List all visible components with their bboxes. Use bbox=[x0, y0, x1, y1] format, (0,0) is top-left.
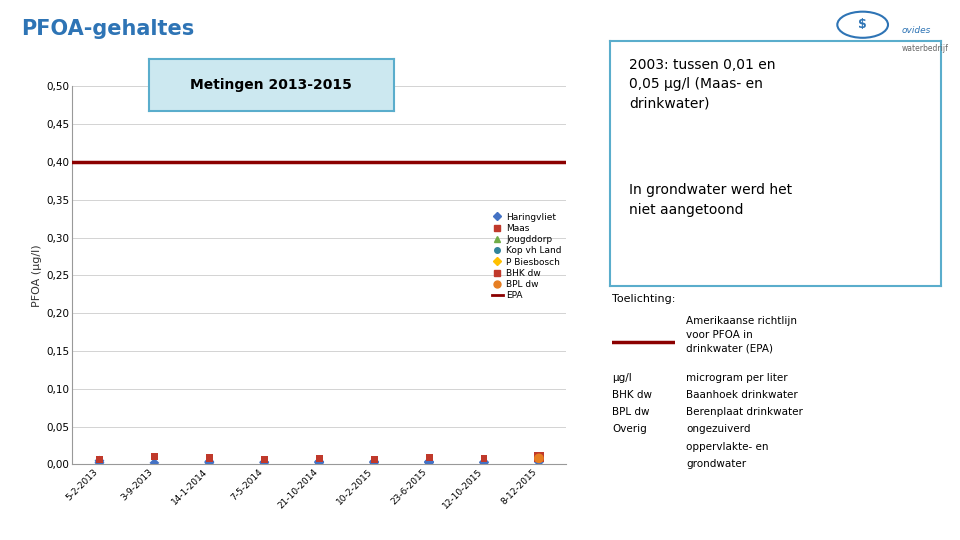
Text: grondwater: grondwater bbox=[686, 459, 747, 469]
Point bbox=[202, 454, 217, 463]
Point bbox=[256, 455, 272, 463]
Text: Metingen 2013-2015: Metingen 2013-2015 bbox=[190, 78, 352, 92]
Text: Baanhoek drinkwater: Baanhoek drinkwater bbox=[686, 390, 798, 400]
Text: PFOA-gehaltes: PFOA-gehaltes bbox=[21, 19, 194, 39]
Point bbox=[92, 458, 108, 467]
Point bbox=[476, 454, 492, 463]
Point bbox=[311, 458, 326, 467]
Point bbox=[367, 458, 382, 467]
Point bbox=[421, 458, 437, 467]
Point bbox=[256, 458, 272, 467]
Point bbox=[421, 458, 437, 467]
Point bbox=[531, 453, 546, 461]
Text: µg/l: µg/l bbox=[612, 373, 633, 383]
Point bbox=[147, 453, 162, 461]
Point bbox=[367, 458, 382, 467]
Point bbox=[311, 454, 326, 463]
Text: Berenplaat drinkwater: Berenplaat drinkwater bbox=[686, 407, 804, 417]
Point bbox=[367, 458, 382, 467]
Point bbox=[256, 458, 272, 467]
Point bbox=[421, 457, 437, 465]
Point bbox=[367, 455, 382, 463]
Point bbox=[311, 458, 326, 467]
Text: Overig: Overig bbox=[612, 424, 647, 435]
Point bbox=[531, 458, 546, 467]
Point bbox=[92, 455, 108, 463]
Point bbox=[147, 458, 162, 467]
Text: ongezuiverd: ongezuiverd bbox=[686, 424, 751, 435]
Y-axis label: PFOA (µg/l): PFOA (µg/l) bbox=[32, 244, 42, 307]
Point bbox=[202, 458, 217, 467]
Text: oppervlakte- en: oppervlakte- en bbox=[686, 442, 769, 452]
Text: 2003: tussen 0,01 en
0,05 µg/l (Maas- en
drinkwater): 2003: tussen 0,01 en 0,05 µg/l (Maas- en… bbox=[630, 58, 776, 111]
Text: $: $ bbox=[858, 18, 867, 31]
Point bbox=[202, 457, 217, 465]
Text: In grondwater werd het
niet aangetoond: In grondwater werd het niet aangetoond bbox=[630, 183, 793, 217]
Point bbox=[311, 458, 326, 467]
Point bbox=[531, 457, 546, 465]
Point bbox=[92, 456, 108, 465]
Text: Toelichting:: Toelichting: bbox=[612, 294, 676, 305]
Point bbox=[531, 453, 546, 461]
Point bbox=[421, 458, 437, 467]
Point bbox=[311, 457, 326, 465]
Text: 2 maart 2021: 2 maart 2021 bbox=[438, 513, 522, 526]
Text: BPL dw: BPL dw bbox=[612, 407, 650, 417]
Text: microgram per liter: microgram per liter bbox=[686, 373, 788, 383]
Point bbox=[476, 458, 492, 467]
Point bbox=[202, 458, 217, 467]
Text: ovides: ovides bbox=[901, 26, 931, 35]
Point bbox=[476, 458, 492, 467]
Point bbox=[92, 458, 108, 467]
Legend: Haringvliet, Maas, Jougddorp, Kop vh Land, P Biesbosch, BHK dw, BPL dw, EPA: Haringvliet, Maas, Jougddorp, Kop vh Lan… bbox=[492, 213, 562, 300]
Text: BHK dw: BHK dw bbox=[612, 390, 653, 400]
Point bbox=[311, 458, 326, 467]
Point bbox=[202, 458, 217, 467]
Point bbox=[367, 457, 382, 465]
Point bbox=[256, 458, 272, 467]
Text: waterbedrijf: waterbedrijf bbox=[901, 44, 948, 53]
Text: 7: 7 bbox=[928, 513, 936, 526]
Point bbox=[421, 458, 437, 467]
Text: Amerikaanse richtlijn
voor PFOA in
drinkwater (EPA): Amerikaanse richtlijn voor PFOA in drink… bbox=[686, 316, 798, 353]
Point bbox=[421, 453, 437, 462]
Point bbox=[531, 454, 546, 463]
Point bbox=[202, 453, 217, 462]
Point bbox=[476, 458, 492, 467]
